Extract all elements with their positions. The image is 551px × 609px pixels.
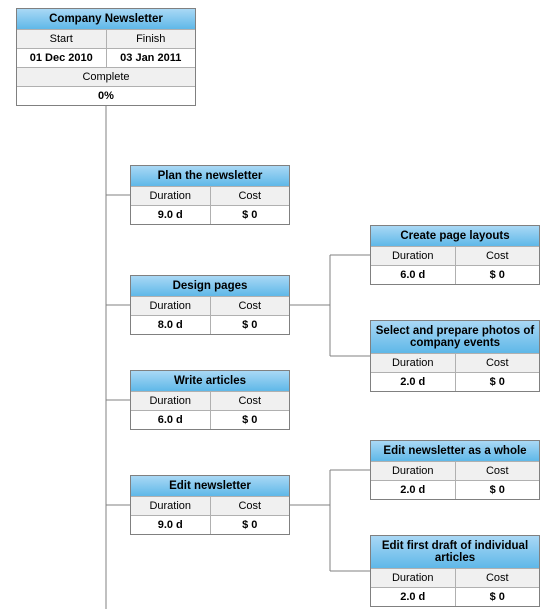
value-cost: $ 0 — [210, 206, 290, 224]
value-cost: $ 0 — [210, 316, 290, 334]
node-edit-newsletter: Edit newsletter Duration Cost 9.0 d $ 0 — [130, 475, 290, 535]
value-cost: $ 0 — [210, 411, 290, 429]
label-duration: Duration — [371, 354, 455, 372]
value-duration: 6.0 d — [131, 411, 210, 429]
label-cost: Cost — [210, 297, 290, 315]
node-title: Create page layouts — [371, 226, 539, 246]
value-start: 01 Dec 2010 — [17, 49, 106, 67]
label-duration: Duration — [371, 569, 455, 587]
value-duration: 8.0 d — [131, 316, 210, 334]
node-edit-whole: Edit newsletter as a whole Duration Cost… — [370, 440, 540, 500]
value-duration: 9.0 d — [131, 206, 210, 224]
value-cost: $ 0 — [455, 588, 540, 606]
label-cost: Cost — [210, 392, 290, 410]
node-root: Company Newsletter Start Finish 01 Dec 2… — [16, 8, 196, 106]
node-create-page-layouts: Create page layouts Duration Cost 6.0 d … — [370, 225, 540, 285]
label-duration: Duration — [131, 187, 210, 205]
node-title: Edit first draft of individual articles — [371, 536, 539, 568]
node-write-articles: Write articles Duration Cost 6.0 d $ 0 — [130, 370, 290, 430]
node-root-title: Company Newsletter — [17, 9, 195, 29]
value-duration: 6.0 d — [371, 266, 455, 284]
node-design-pages: Design pages Duration Cost 8.0 d $ 0 — [130, 275, 290, 335]
value-duration: 2.0 d — [371, 373, 455, 391]
label-start: Start — [17, 30, 106, 48]
value-cost: $ 0 — [455, 266, 540, 284]
label-finish: Finish — [106, 30, 196, 48]
value-duration: 9.0 d — [131, 516, 210, 534]
node-title: Select and prepare photos of company eve… — [371, 321, 539, 353]
node-title: Plan the newsletter — [131, 166, 289, 186]
label-cost: Cost — [455, 354, 540, 372]
label-cost: Cost — [455, 462, 540, 480]
node-title: Design pages — [131, 276, 289, 296]
label-cost: Cost — [455, 247, 540, 265]
node-title: Edit newsletter as a whole — [371, 441, 539, 461]
node-plan-newsletter: Plan the newsletter Duration Cost 9.0 d … — [130, 165, 290, 225]
label-duration: Duration — [371, 462, 455, 480]
label-duration: Duration — [131, 297, 210, 315]
label-cost: Cost — [210, 187, 290, 205]
value-cost: $ 0 — [455, 481, 540, 499]
value-cost: $ 0 — [455, 373, 540, 391]
value-cost: $ 0 — [210, 516, 290, 534]
label-duration: Duration — [131, 392, 210, 410]
node-title: Edit newsletter — [131, 476, 289, 496]
value-duration: 2.0 d — [371, 588, 455, 606]
label-complete: Complete — [17, 67, 195, 86]
label-cost: Cost — [455, 569, 540, 587]
node-edit-first-draft: Edit first draft of individual articles … — [370, 535, 540, 607]
node-select-photos: Select and prepare photos of company eve… — [370, 320, 540, 392]
value-complete: 0% — [17, 86, 195, 105]
value-finish: 03 Jan 2011 — [106, 49, 196, 67]
label-duration: Duration — [131, 497, 210, 515]
label-cost: Cost — [210, 497, 290, 515]
label-duration: Duration — [371, 247, 455, 265]
value-duration: 2.0 d — [371, 481, 455, 499]
node-title: Write articles — [131, 371, 289, 391]
